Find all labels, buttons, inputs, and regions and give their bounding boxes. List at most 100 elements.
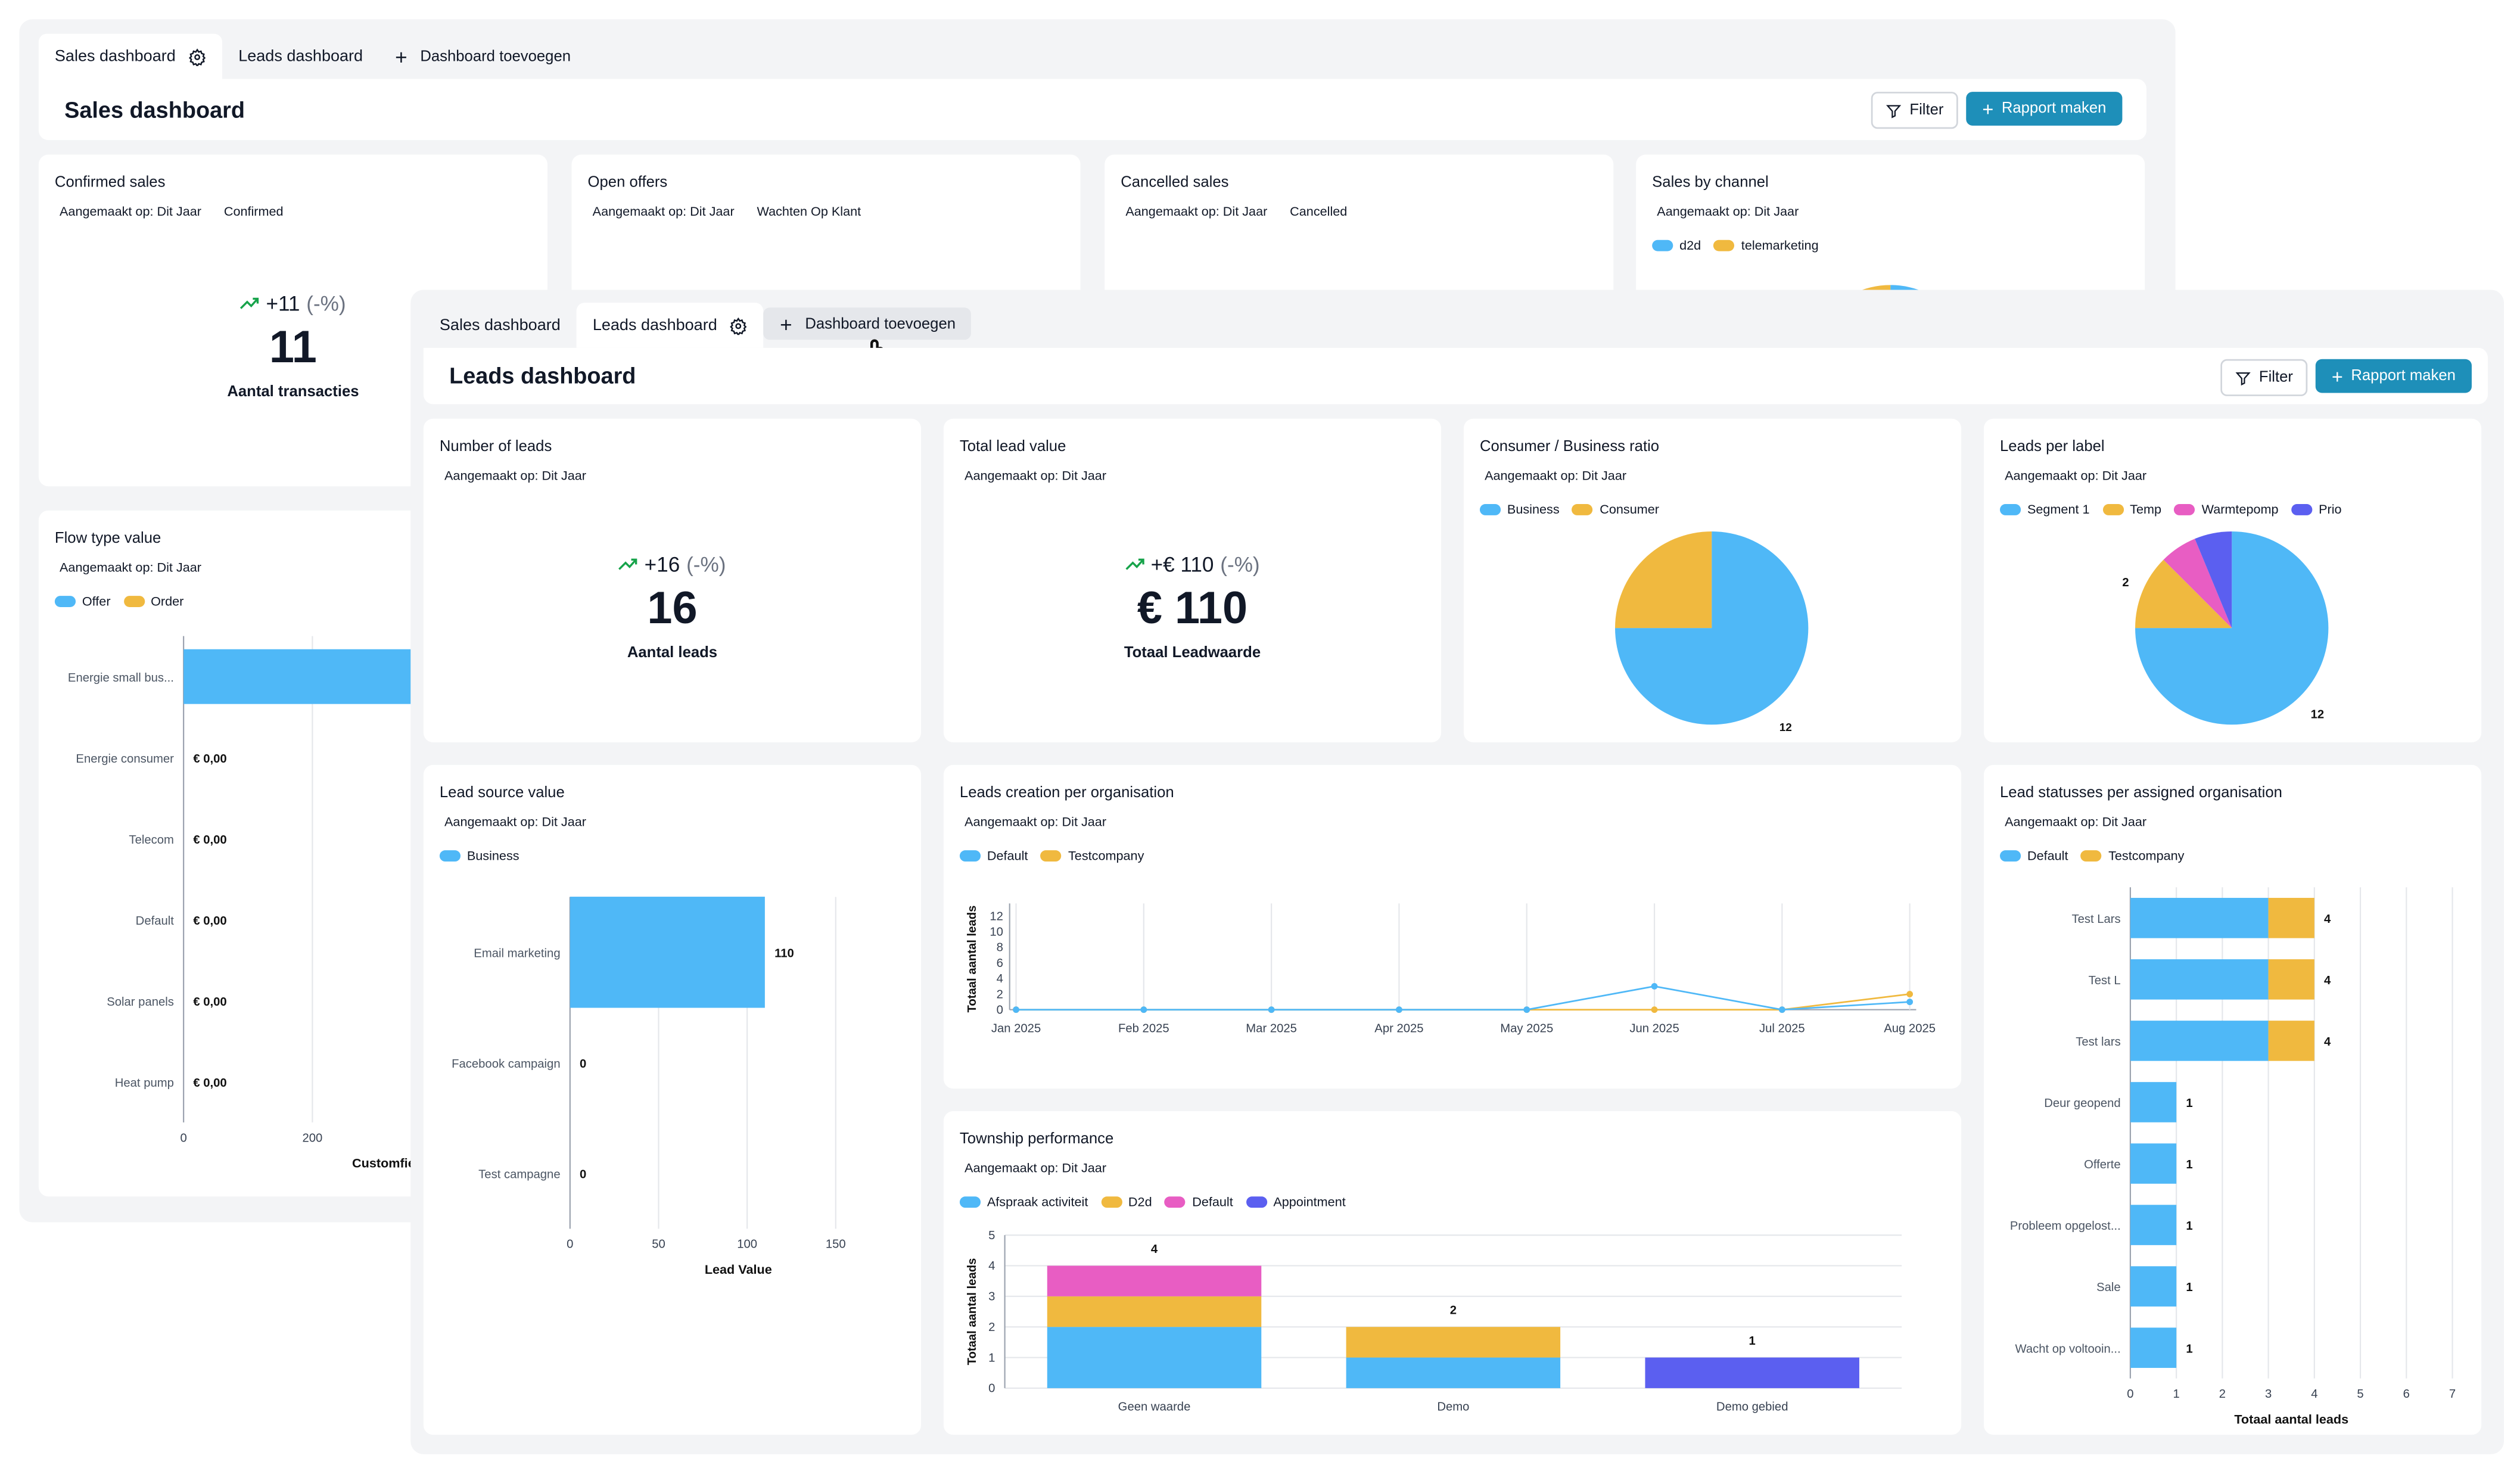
tab-leads-dashboard[interactable]: Leads dashboard [576, 303, 764, 348]
bar-segment [1645, 1357, 1859, 1388]
create-report-button[interactable]: + Rapport maken [2315, 359, 2472, 393]
y-tick-label: 2 [988, 1321, 995, 1334]
legend-item[interactable]: Default [1165, 1195, 1233, 1209]
legend-item[interactable]: Default [2000, 848, 2068, 863]
data-point [1268, 1006, 1275, 1013]
card-meta: Aangemaakt op: Dit Jaar [2005, 814, 2147, 829]
bar [2268, 898, 2314, 938]
legend-item[interactable]: Offer [54, 594, 111, 609]
card-title: Cancelled sales [1121, 173, 1229, 192]
legend-item[interactable]: d2d [1652, 238, 1701, 253]
card-meta-status: Wachten Op Klant [757, 204, 861, 219]
y-tick-label: Default [136, 915, 175, 928]
legend-swatch [1246, 1196, 1267, 1208]
y-tick-label: Telecom [129, 834, 173, 847]
y-tick-label: 10 [990, 925, 1003, 938]
data-label: € 0,00 [193, 1077, 226, 1090]
add-dashboard-button[interactable]: + Dashboard toevoegen [764, 307, 972, 340]
bar [2130, 1082, 2177, 1122]
leads-header: Leads dashboard Filter + Rapport maken [423, 347, 2488, 405]
add-dashboard-button[interactable]: + Dashboard toevoegen [379, 34, 587, 79]
legend-item[interactable]: Order [123, 594, 183, 609]
legend-label: Consumer [1600, 502, 1660, 517]
leads-tab-bar: Sales dashboard Leads dashboard + Dashbo… [424, 303, 972, 348]
township-performance-card: Township performance Aangemaakt op: Dit … [943, 1111, 1962, 1435]
legend-swatch [1572, 504, 1594, 515]
bar-segment [1346, 1357, 1561, 1388]
y-tick-label: Facebook campaign [452, 1058, 561, 1071]
trend-up-icon [240, 297, 259, 309]
data-point [1651, 1006, 1658, 1013]
card-meta: Aangemaakt op: Dit Jaar [444, 468, 586, 483]
legend-item[interactable]: Testcompany [1041, 848, 1144, 863]
legend-item[interactable]: Business [439, 848, 519, 863]
bar [2130, 1266, 2177, 1307]
y-tick-label: Solar panels [107, 996, 174, 1009]
legend-item[interactable]: Warmtepomp [2174, 502, 2279, 517]
filter-button[interactable]: Filter [2220, 359, 2308, 396]
legend-item[interactable]: Consumer [1572, 502, 1659, 517]
y-tick-label: Wacht op voltooin... [2015, 1342, 2120, 1355]
x-tick-label: 200 [302, 1131, 322, 1145]
bar [570, 897, 765, 1008]
data-label: 4 [2324, 913, 2331, 926]
legend-swatch [54, 596, 76, 607]
legend-item[interactable]: Appointment [1246, 1195, 1346, 1209]
legend-item[interactable]: Prio [2291, 502, 2342, 517]
tab-sales-dashboard[interactable]: Sales dashboard [38, 33, 223, 79]
card-title: Flow type value [54, 530, 161, 548]
kpi-label: Aantal transacties [227, 383, 359, 402]
bar [2130, 1021, 2269, 1061]
legend-item[interactable]: Default [959, 848, 1028, 863]
x-tick-label: Jun 2025 [1629, 1022, 1679, 1035]
legend-item[interactable]: Temp [2102, 502, 2161, 517]
filter-icon [2235, 371, 2251, 385]
plus-icon: + [1982, 97, 1994, 120]
leads-per-label-card: Leads per label Aangemaakt op: Dit Jaar … [1983, 418, 2482, 743]
data-point [1013, 1006, 1019, 1013]
legend-item[interactable]: Afspraak activiteit [959, 1195, 1088, 1209]
gear-icon[interactable] [730, 316, 748, 334]
pie-label: 12 [2311, 708, 2325, 721]
legend-label: Testcompany [1068, 848, 1144, 863]
filter-button[interactable]: Filter [1871, 92, 1958, 129]
y-tick-label: 6 [997, 957, 1003, 970]
legend-swatch [2000, 850, 2021, 862]
y-tick-label: 2 [997, 988, 1003, 1001]
data-label: 4 [2324, 974, 2331, 987]
data-label: 4 [2324, 1035, 2331, 1049]
pie-label: 12 [1779, 721, 1792, 734]
data-point [1906, 999, 1914, 1006]
x-tick-label: May 2025 [1500, 1022, 1553, 1035]
data-label: € 0,00 [193, 752, 226, 766]
legend-item[interactable]: D2d [1100, 1195, 1152, 1209]
y-tick-label: 5 [988, 1229, 995, 1242]
legend-item[interactable]: Testcompany [2081, 848, 2184, 863]
legend-item[interactable]: Segment 1 [2000, 502, 2090, 517]
legend-swatch [1713, 240, 1735, 251]
tab-leads-dashboard[interactable]: Leads dashboard [222, 34, 379, 79]
plus-icon: + [780, 312, 792, 336]
x-tick-label: Feb 2025 [1118, 1022, 1169, 1035]
card-meta: Aangemaakt op: Dit Jaar [2005, 468, 2147, 483]
x-tick-label: 5 [2357, 1388, 2363, 1401]
card-meta: Aangemaakt op: Dit Jaar [1125, 204, 1268, 219]
x-tick-label: 50 [652, 1238, 665, 1251]
card-title: Number of leads [439, 438, 552, 456]
legend-swatch [439, 850, 461, 862]
legend-item[interactable]: telemarketing [1713, 238, 1819, 253]
filter-label: Filter [1909, 101, 1944, 120]
gear-icon[interactable] [188, 47, 206, 66]
tab-sales-dashboard[interactable]: Sales dashboard [424, 303, 577, 348]
card-title: Consumer / Business ratio [1479, 438, 1660, 456]
legend-swatch [2000, 504, 2021, 515]
legend-item[interactable]: Business [1479, 502, 1560, 517]
legend-swatch [959, 850, 981, 862]
lead-source-value-card: Lead source value Aangemaakt op: Dit Jaa… [423, 764, 922, 1435]
kpi-pct: (-%) [306, 291, 346, 316]
legend-swatch [2102, 504, 2124, 515]
legend-label: Default [2027, 848, 2068, 863]
create-report-button[interactable]: + Rapport maken [1966, 92, 2123, 126]
data-label: € 0,00 [193, 996, 226, 1009]
